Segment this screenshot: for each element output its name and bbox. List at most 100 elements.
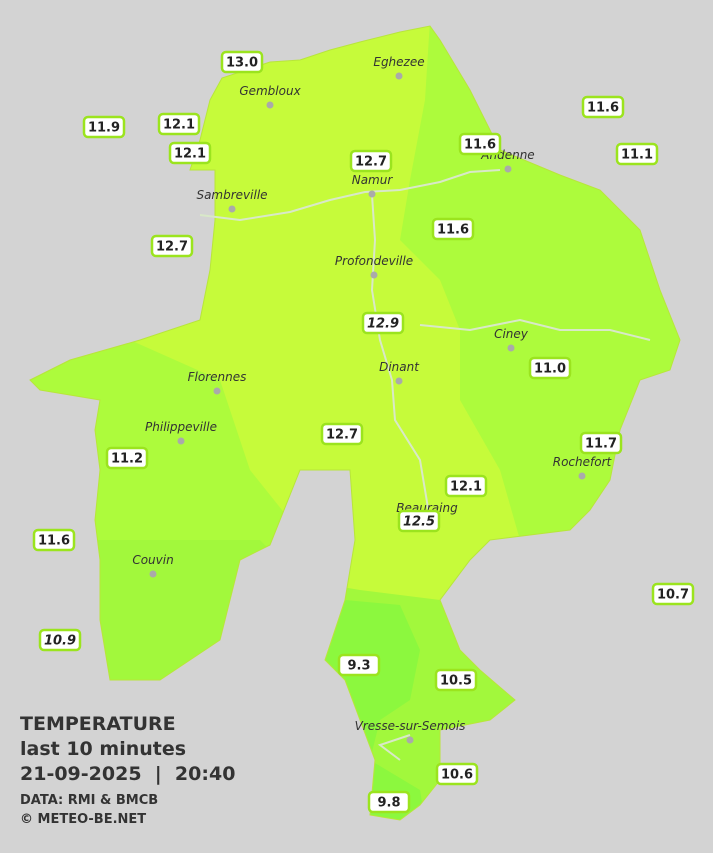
station: 12.7 bbox=[349, 149, 393, 173]
station-value: 12.7 bbox=[156, 240, 188, 255]
station-box bbox=[157, 112, 201, 136]
city-label: Rochefort bbox=[553, 455, 613, 469]
station: 12.7 bbox=[320, 422, 364, 446]
city-label: Florennes bbox=[188, 370, 247, 384]
station-value: 11.6 bbox=[464, 138, 496, 153]
station: 13.0 bbox=[220, 50, 264, 74]
station: 10.6 bbox=[435, 762, 479, 786]
station-box bbox=[150, 234, 194, 258]
station: 10.9 bbox=[38, 628, 82, 652]
station: 12.7 bbox=[150, 234, 194, 258]
city-label: Philippeville bbox=[145, 420, 217, 434]
station: 11.7 bbox=[579, 431, 623, 455]
stations: 13.0 11.9 12.1 12.1 12.7 11.6 11.6 11.1 12.7 11.6… bbox=[32, 50, 695, 814]
station: 12.9 bbox=[361, 311, 405, 335]
station-box bbox=[367, 790, 411, 814]
city-label: Couvin bbox=[132, 553, 173, 567]
station: 11.2 bbox=[105, 446, 149, 470]
station: 9.3 bbox=[337, 653, 381, 677]
city-dot bbox=[177, 437, 185, 445]
station-box bbox=[651, 582, 695, 606]
station-value: 10.6 bbox=[441, 768, 473, 783]
city-dot bbox=[406, 736, 414, 744]
station-value: 12.1 bbox=[163, 118, 195, 133]
station-box bbox=[168, 141, 212, 165]
city-label: Dinant bbox=[379, 360, 420, 374]
station-box bbox=[579, 431, 623, 455]
station-value: 11.1 bbox=[621, 148, 653, 163]
station-value: 10.9 bbox=[44, 634, 76, 649]
legend-title: TEMPERATURE bbox=[20, 713, 176, 735]
station-value: 11.9 bbox=[88, 121, 120, 136]
station-value: 12.7 bbox=[355, 155, 387, 170]
station: 12.5 bbox=[397, 509, 441, 533]
legend-datetime: 21-09-2025 | 20:40 bbox=[20, 763, 235, 785]
city-dot bbox=[228, 205, 236, 213]
station-box bbox=[337, 653, 381, 677]
station-box bbox=[397, 509, 441, 533]
station-box bbox=[444, 474, 488, 498]
station-box bbox=[615, 142, 659, 166]
city-label: Namur bbox=[352, 173, 394, 187]
station: 11.6 bbox=[32, 528, 76, 552]
station-box bbox=[220, 50, 264, 74]
station-box bbox=[361, 311, 405, 335]
city-dot bbox=[507, 344, 515, 352]
city-dot bbox=[395, 72, 403, 80]
station-value: 12.5 bbox=[403, 515, 435, 530]
station-value: 12.7 bbox=[326, 428, 358, 443]
station-box bbox=[581, 95, 625, 119]
city-dot bbox=[504, 165, 512, 173]
station: 11.6 bbox=[581, 95, 625, 119]
station: 11.0 bbox=[528, 356, 572, 380]
station-value: 11.7 bbox=[585, 437, 617, 452]
city-dot bbox=[578, 472, 586, 480]
city-label: Eghezee bbox=[373, 55, 424, 69]
station-box bbox=[105, 446, 149, 470]
station: 9.8 bbox=[367, 790, 411, 814]
legend-credit: © METEO-BE.NET bbox=[20, 812, 146, 827]
city-dot bbox=[266, 101, 274, 109]
station-box bbox=[82, 115, 126, 139]
legend-subtitle: last 10 minutes bbox=[20, 738, 186, 760]
city-label: Sambreville bbox=[196, 188, 267, 202]
station-box bbox=[528, 356, 572, 380]
station: 10.5 bbox=[434, 668, 478, 692]
station-box bbox=[458, 132, 502, 156]
city-label: Gembloux bbox=[239, 84, 301, 98]
station-value: 10.5 bbox=[440, 674, 472, 689]
station-value: 12.1 bbox=[174, 147, 206, 162]
station-value: 9.8 bbox=[377, 796, 400, 811]
station-box bbox=[38, 628, 82, 652]
station: 11.6 bbox=[458, 132, 502, 156]
station: 11.1 bbox=[615, 142, 659, 166]
station: 12.1 bbox=[157, 112, 201, 136]
station-value: 11.0 bbox=[534, 362, 566, 377]
station-value: 12.1 bbox=[450, 480, 482, 495]
station: 12.1 bbox=[168, 141, 212, 165]
station-value: 13.0 bbox=[226, 56, 258, 71]
station: 11.9 bbox=[82, 115, 126, 139]
river bbox=[199, 169, 651, 761]
station-value: 11.2 bbox=[111, 452, 143, 467]
city-dot bbox=[213, 387, 221, 395]
city-dot bbox=[368, 190, 376, 198]
station-value: 10.7 bbox=[657, 588, 689, 603]
city-dot bbox=[395, 377, 403, 385]
cities: EghezeeGemblouxAndenneNamurSambrevillePr… bbox=[132, 55, 613, 744]
city-label: Ciney bbox=[494, 327, 529, 341]
station-value: 9.3 bbox=[347, 659, 370, 674]
station: 12.1 bbox=[444, 474, 488, 498]
station-value: 11.6 bbox=[587, 101, 619, 116]
station-box bbox=[320, 422, 364, 446]
city-dot bbox=[370, 271, 378, 279]
station-box bbox=[434, 668, 478, 692]
city-label: Vresse-sur-Semois bbox=[355, 719, 466, 733]
city-dot bbox=[149, 570, 157, 578]
station-value: 11.6 bbox=[437, 223, 469, 238]
station-value: 11.6 bbox=[38, 534, 70, 549]
station-box bbox=[435, 762, 479, 786]
station: 10.7 bbox=[651, 582, 695, 606]
station-box bbox=[431, 217, 475, 241]
